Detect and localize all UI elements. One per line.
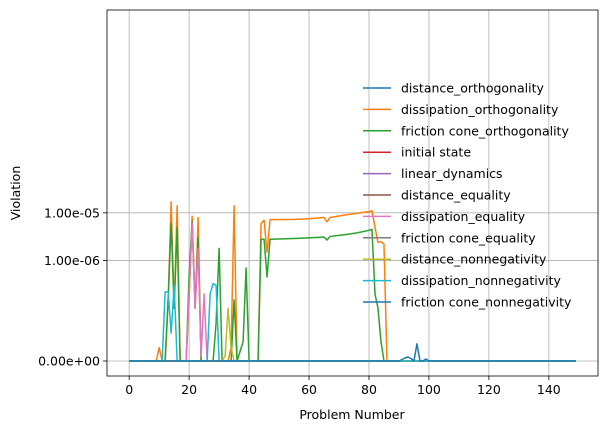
legend-label: distance_orthogonality (401, 81, 544, 96)
x-tick-label: 120 (477, 382, 501, 397)
legend-label: dissipation_nonnegativity (401, 273, 562, 288)
x-tick-label: 0 (125, 382, 133, 397)
series-line-10 (129, 343, 576, 362)
y-axis-label: Violation (8, 166, 23, 220)
legend-label: distance_nonnegativity (401, 252, 547, 267)
x-axis-label: Problem Number (299, 407, 405, 422)
legend-label: friction cone_nonnegativity (401, 295, 572, 310)
legend-label: friction cone_equality (401, 230, 536, 245)
x-axis-ticks: 0 20 40 60 80 100 120 140 (125, 376, 561, 397)
y-tick-label: 1.00e-06 (44, 253, 100, 268)
x-tick-label: 80 (361, 382, 377, 397)
x-tick-label: 60 (301, 382, 317, 397)
y-tick-label: 1.00e-05 (44, 205, 100, 220)
legend-label: friction cone_orthogonality (401, 123, 569, 138)
legend-label: dissipation_orthogonality (401, 102, 559, 117)
legend-label: dissipation_equality (401, 209, 526, 224)
legend-label: initial state (401, 145, 471, 160)
x-tick-label: 40 (241, 382, 257, 397)
legend-label: linear_dynamics (401, 166, 503, 181)
x-tick-label: 20 (181, 382, 197, 397)
x-tick-label: 140 (537, 382, 561, 397)
legend-label: distance_equality (401, 188, 511, 203)
x-tick-label: 100 (417, 382, 441, 397)
legend: distance_orthogonality dissipation_orthog… (363, 81, 572, 310)
series-line-6 (129, 222, 576, 362)
y-tick-label: 0.00e+00 (38, 354, 100, 369)
plot-frame (106, 9, 599, 377)
y-axis-ticks: 0.00e+00 1.00e-06 1.00e-05 (38, 205, 107, 369)
series-lines (129, 201, 576, 362)
